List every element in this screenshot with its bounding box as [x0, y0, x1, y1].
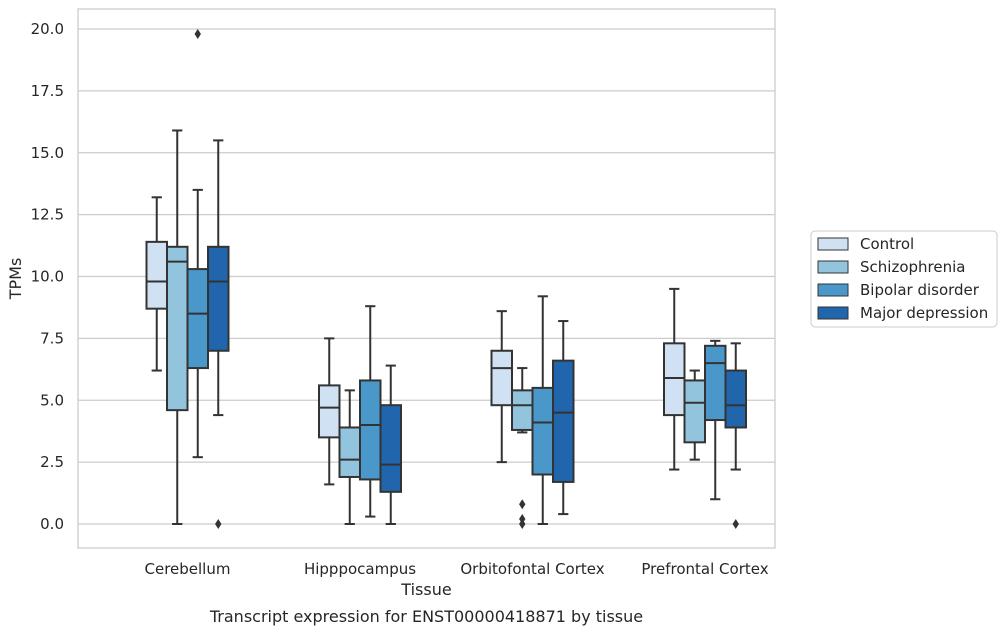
box-iqr	[379, 404, 402, 493]
box-iqr	[338, 426, 361, 478]
box-group	[186, 28, 209, 459]
box-iqr	[186, 268, 209, 370]
box-group	[379, 364, 402, 525]
box-iqr	[359, 379, 382, 481]
x-axis-label: Tissue	[400, 580, 451, 599]
box-group	[318, 337, 341, 486]
legend-swatch	[817, 283, 849, 297]
legend-swatch	[817, 237, 849, 251]
y-axis-label: TPMs	[6, 258, 25, 301]
box-group	[552, 320, 575, 516]
outlier-point	[519, 499, 526, 510]
y-tick-label: 20.0	[31, 20, 64, 38]
y-tick-label: 10.0	[31, 268, 64, 286]
box-iqr	[511, 389, 534, 431]
box-group	[724, 342, 747, 529]
legend-label: Control	[860, 235, 914, 253]
box-iqr	[490, 349, 513, 407]
box-iqr	[663, 342, 686, 417]
box-iqr	[683, 379, 706, 444]
outlier-point	[732, 519, 739, 529]
box-iqr	[704, 344, 727, 422]
figure-caption: Transcript expression for ENST0000041887…	[209, 607, 643, 626]
legend-item: Control	[817, 235, 914, 253]
legend-swatch	[817, 306, 849, 320]
y-tick-label: 15.0	[31, 144, 64, 162]
outlier-point	[215, 519, 222, 529]
x-tick-label: Cerebellum	[145, 560, 231, 578]
x-tick-label: Hipppocampus	[304, 560, 416, 578]
box-iqr	[207, 245, 230, 352]
box-iqr	[166, 245, 189, 412]
y-tick-label: 2.5	[40, 453, 64, 471]
legend-frame	[810, 230, 998, 328]
box-group	[663, 287, 686, 471]
legend: Control Schizophrenia Bipolar disorder Majo…	[810, 230, 998, 328]
legend-item: Bipolar disorder	[817, 281, 980, 299]
legend-label: Bipolar disorder	[860, 281, 980, 299]
box-iqr	[552, 359, 575, 483]
y-tick-label: 12.5	[31, 206, 64, 224]
box-iqr	[724, 369, 747, 429]
y-tick-label: 0.0	[40, 515, 64, 533]
box-group	[511, 367, 534, 529]
legend-label: Schizophrenia	[860, 258, 965, 276]
outlier-point	[194, 28, 201, 39]
x-axis-ticks: Cerebellum Hipppocampus Orbitofontal Corte…	[145, 560, 769, 578]
x-tick-label: Orbitofontal Cortex	[460, 560, 604, 578]
y-axis-ticks: 0.0 2.5 5.0 7.5 10.0 12.5 15.0 17.5 20.0	[31, 20, 64, 533]
legend-item: Schizophrenia	[817, 258, 965, 276]
box-group	[490, 310, 513, 464]
y-tick-label: 5.0	[40, 391, 64, 409]
box-group	[531, 295, 554, 525]
plot-area-frame	[77, 8, 776, 549]
legend-swatch	[817, 260, 849, 274]
boxes	[145, 28, 747, 529]
box-group	[207, 139, 230, 529]
x-tick-label: Prefrontal Cortex	[641, 560, 768, 578]
y-tick-label: 17.5	[31, 82, 64, 100]
box-iqr	[145, 240, 168, 310]
box-iqr	[318, 384, 341, 439]
box-iqr	[531, 386, 554, 476]
legend-label: Major depression	[860, 304, 988, 322]
y-tick-label: 7.5	[40, 329, 64, 347]
outlier-point	[519, 519, 526, 529]
legend-item: Major depression	[817, 304, 988, 322]
